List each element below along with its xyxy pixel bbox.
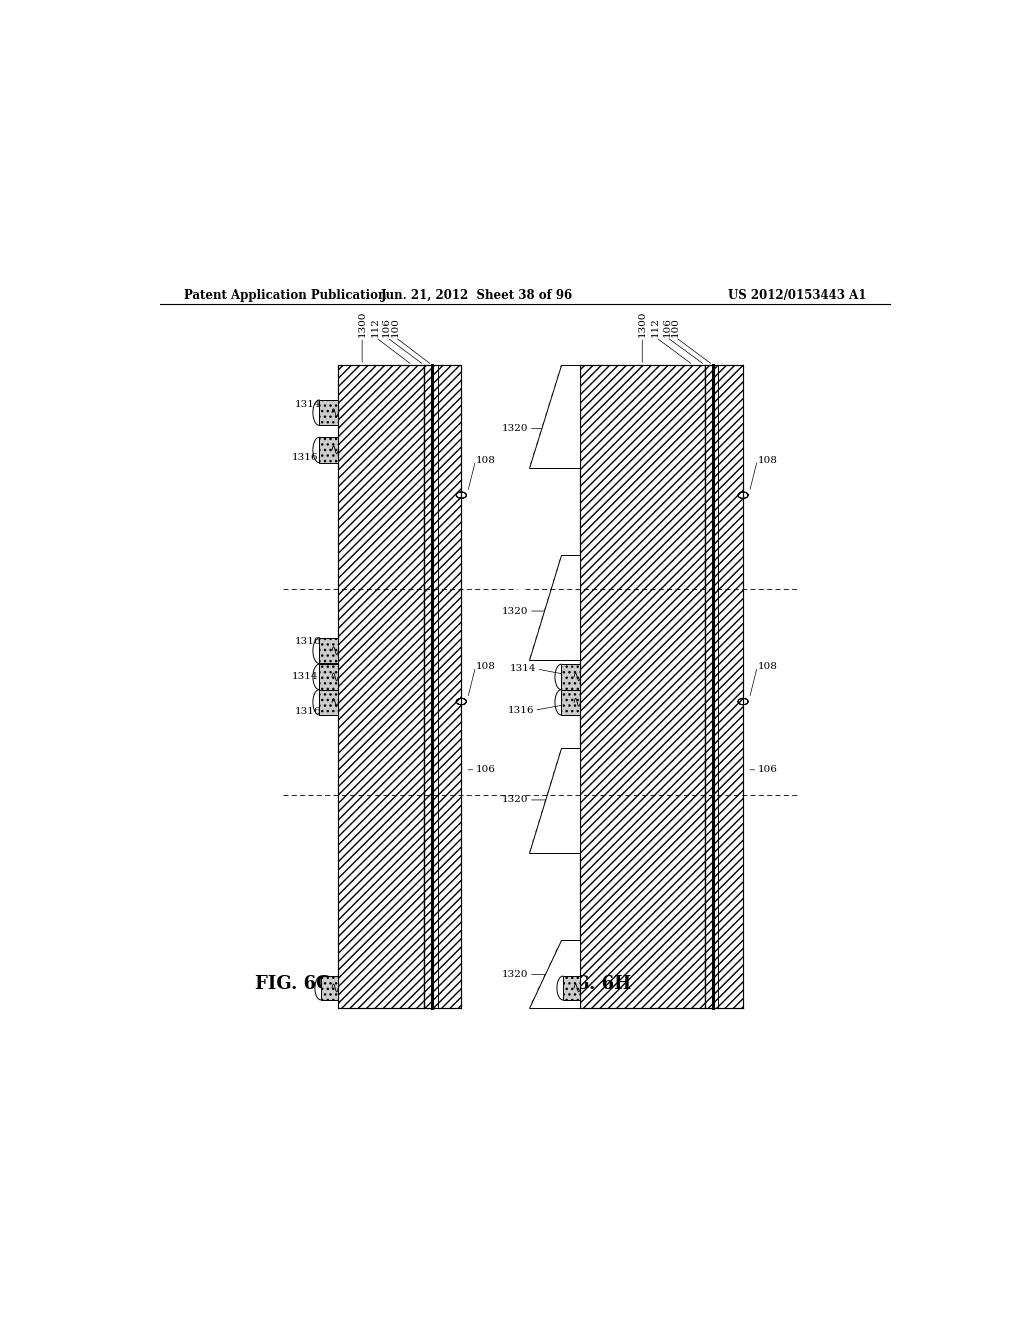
Bar (561, 689, 581, 715)
Text: 100: 100 (391, 317, 400, 337)
Text: Patent Application Publication: Patent Application Publication (183, 289, 386, 302)
Text: 106: 106 (382, 317, 391, 337)
Text: 1316: 1316 (294, 708, 321, 717)
Text: 1316: 1316 (292, 453, 318, 462)
Text: 1314: 1314 (510, 664, 537, 673)
Text: FIG. 6H: FIG. 6H (553, 975, 631, 993)
Bar (319, 400, 338, 425)
PathPatch shape (528, 940, 581, 1008)
Text: 108: 108 (475, 455, 496, 465)
Bar (319, 437, 338, 462)
Bar (321, 975, 338, 1001)
Text: 1300: 1300 (638, 310, 647, 337)
Bar (581, 366, 705, 1008)
Bar (338, 366, 424, 1008)
Text: 1314: 1314 (292, 672, 318, 681)
Text: 1316: 1316 (294, 636, 321, 645)
Text: Jun. 21, 2012  Sheet 38 of 96: Jun. 21, 2012 Sheet 38 of 96 (381, 289, 573, 302)
Bar (319, 664, 338, 689)
Text: 1320: 1320 (502, 970, 528, 979)
Bar (424, 366, 461, 1008)
Text: 1320: 1320 (502, 424, 528, 433)
PathPatch shape (528, 556, 581, 660)
Bar (319, 638, 338, 664)
Text: 108: 108 (475, 663, 496, 671)
Text: 1316: 1316 (508, 706, 535, 714)
Bar (563, 975, 581, 1001)
Text: 106: 106 (663, 317, 672, 337)
PathPatch shape (528, 366, 581, 469)
Bar (319, 689, 338, 715)
Bar (705, 366, 743, 1008)
Text: 100: 100 (671, 317, 680, 337)
Text: 108: 108 (758, 455, 777, 465)
Text: 112: 112 (651, 317, 660, 337)
Text: 1320: 1320 (502, 607, 528, 615)
Text: 1300: 1300 (357, 310, 367, 337)
Text: 1320: 1320 (502, 796, 528, 804)
Text: FIG. 6G: FIG. 6G (255, 975, 332, 993)
Text: 108: 108 (758, 663, 777, 671)
Text: US 2012/0153443 A1: US 2012/0153443 A1 (728, 289, 866, 302)
Text: 112: 112 (371, 317, 380, 337)
Text: 106: 106 (758, 766, 777, 775)
Text: 1314: 1314 (294, 400, 321, 409)
PathPatch shape (528, 747, 581, 853)
Bar (561, 664, 581, 689)
Text: 106: 106 (475, 766, 496, 775)
